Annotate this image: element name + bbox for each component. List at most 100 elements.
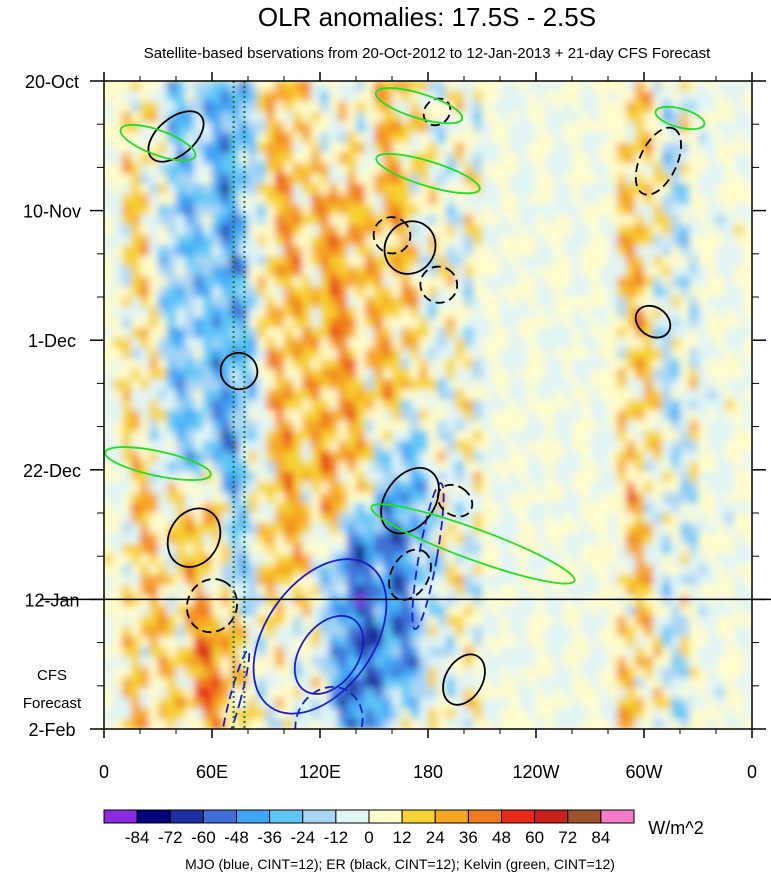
heatmap-cell: [626, 235, 636, 247]
heatmap-cell: [167, 163, 177, 175]
heatmap-cell: [239, 327, 249, 339]
heatmap-cell: [698, 266, 708, 278]
heatmap-cell: [500, 91, 510, 103]
heatmap-cell: [185, 543, 195, 555]
heatmap-cell: [311, 111, 321, 123]
heatmap-cell: [212, 276, 222, 288]
heatmap-cell: [113, 687, 123, 699]
heatmap-cell: [293, 225, 303, 236]
heatmap-cell: [680, 338, 690, 350]
heatmap-cell: [167, 276, 177, 288]
heatmap-cell: [473, 163, 483, 175]
heatmap-cell: [329, 698, 339, 710]
heatmap-cell: [581, 708, 591, 720]
heatmap-cell: [608, 276, 618, 288]
heatmap-cell: [644, 543, 654, 555]
heatmap-cell: [437, 327, 447, 339]
heatmap-cell: [581, 543, 591, 555]
heatmap-cell: [266, 379, 276, 391]
heatmap-cell: [590, 235, 600, 247]
heatmap-cell: [680, 183, 690, 195]
heatmap-cell: [131, 657, 141, 668]
heatmap-cell: [680, 204, 690, 216]
heatmap-cell: [212, 297, 222, 308]
heatmap-cell: [482, 91, 492, 103]
heatmap-cell: [410, 646, 420, 658]
heatmap-cell: [707, 574, 717, 586]
heatmap-cell: [725, 554, 735, 566]
heatmap-cell: [392, 122, 402, 134]
heatmap-cell: [221, 225, 231, 236]
heatmap-cell: [590, 615, 600, 627]
heatmap-cell: [725, 132, 735, 144]
heatmap-cell: [527, 389, 537, 401]
heatmap-cell: [527, 441, 537, 452]
heatmap-cell: [140, 369, 150, 380]
heatmap-cell: [311, 554, 321, 566]
heatmap-cell: [428, 430, 438, 442]
heatmap-cell: [500, 626, 510, 638]
heatmap-cell: [545, 492, 555, 504]
heatmap-cell: [653, 204, 663, 216]
heatmap-cell: [536, 338, 546, 350]
colorbar-label: -72: [158, 828, 183, 847]
heatmap-cell: [401, 471, 411, 483]
heatmap-cell: [293, 307, 303, 319]
heatmap-cell: [707, 513, 717, 524]
heatmap-cell: [527, 605, 537, 617]
heatmap-cell: [203, 523, 213, 535]
heatmap-cell: [455, 718, 465, 729]
heatmap-cell: [302, 574, 312, 586]
heatmap-cell: [149, 358, 159, 370]
heatmap-cell: [347, 348, 357, 360]
heatmap-cell: [581, 698, 591, 710]
heatmap-cell: [662, 338, 672, 350]
heatmap-cell: [518, 297, 528, 308]
heatmap-cell: [293, 687, 303, 699]
heatmap-cell: [482, 430, 492, 442]
heatmap-cell: [455, 163, 465, 175]
heatmap-cell: [545, 358, 555, 370]
heatmap-cell: [365, 687, 375, 699]
heatmap-cell: [536, 173, 546, 185]
heatmap-cell: [680, 636, 690, 648]
heatmap-cell: [473, 255, 483, 267]
heatmap-cell: [626, 636, 636, 648]
heatmap-cell: [671, 286, 681, 298]
heatmap-cell: [464, 513, 474, 524]
heatmap-cell: [698, 657, 708, 668]
heatmap-cell: [221, 297, 231, 308]
heatmap-cell: [725, 163, 735, 175]
heatmap-cell: [347, 142, 357, 154]
heatmap-cell: [311, 399, 321, 411]
kelvin-contour: [654, 105, 706, 131]
heatmap-cell: [284, 646, 294, 658]
heatmap-cell: [725, 379, 735, 391]
heatmap-cell: [599, 410, 609, 422]
heatmap-cell: [563, 410, 573, 422]
heatmap-cell: [644, 276, 654, 288]
heatmap-cell: [500, 595, 510, 607]
heatmap-cell: [590, 358, 600, 370]
heatmap-cell: [446, 718, 456, 729]
heatmap-cell: [158, 91, 168, 103]
mjo-contour: [293, 614, 365, 695]
heatmap-cell: [491, 626, 501, 638]
heatmap-cell: [365, 307, 375, 319]
heatmap-cell: [581, 101, 591, 113]
heatmap-cell: [500, 441, 510, 452]
heatmap-cell: [419, 399, 429, 411]
heatmap-cell: [653, 214, 663, 226]
heatmap-cell: [572, 410, 582, 422]
heatmap-cell: [374, 585, 384, 596]
heatmap-cell: [428, 718, 438, 729]
heatmap-cell: [311, 81, 321, 92]
heatmap-cell: [266, 441, 276, 452]
heatmap-cell: [662, 574, 672, 586]
heatmap-cell: [392, 338, 402, 350]
heatmap-cell: [140, 338, 150, 350]
heatmap-cell: [176, 430, 186, 442]
heatmap-cell: [680, 595, 690, 607]
heatmap-cell: [392, 183, 402, 195]
heatmap-cell: [185, 245, 195, 257]
